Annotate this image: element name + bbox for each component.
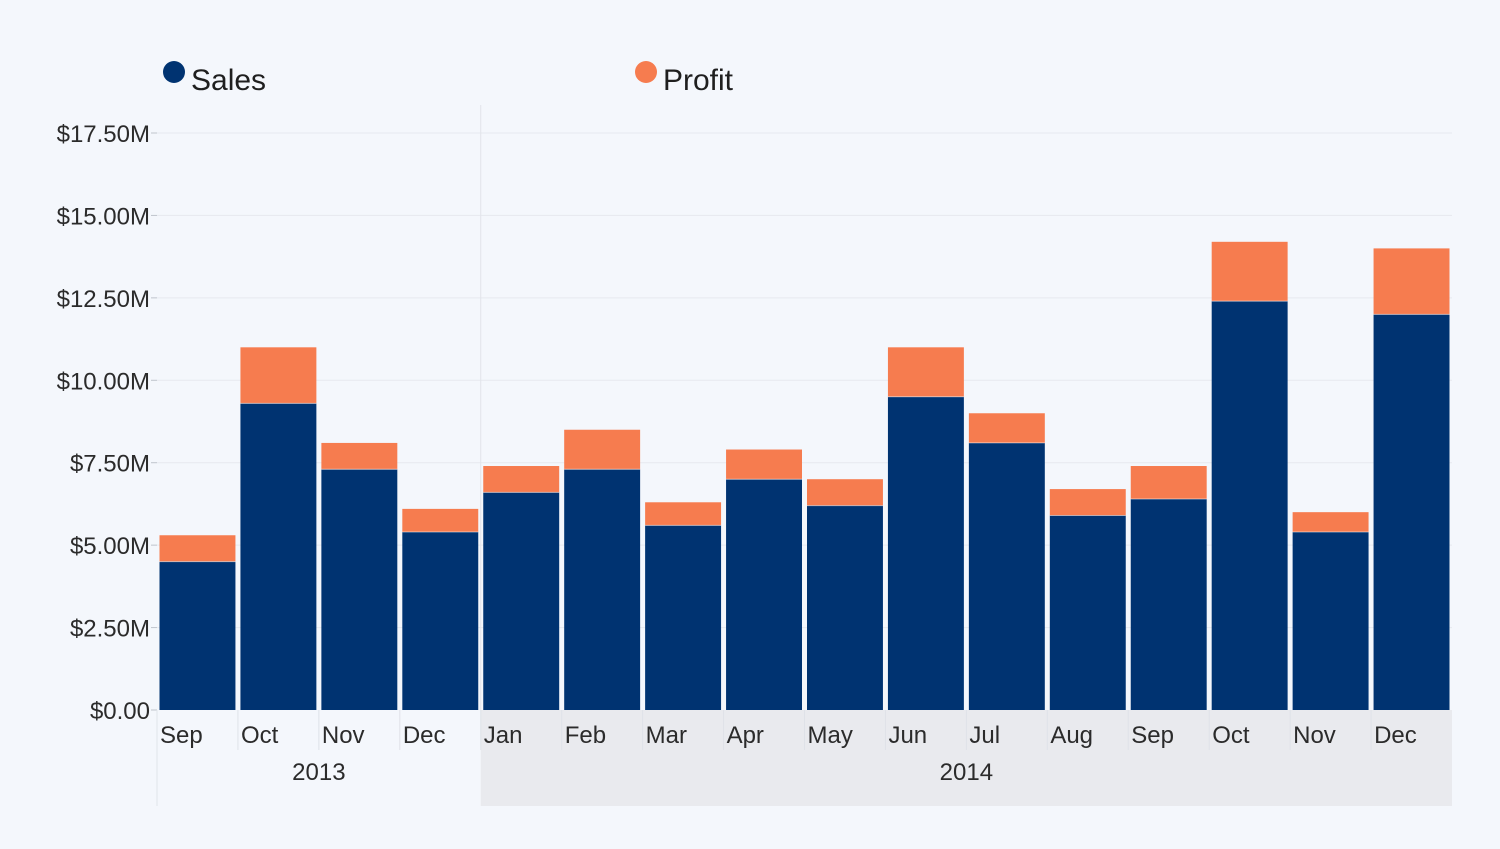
bar-profit[interactable] — [159, 535, 236, 562]
x-tick-label: Oct — [1212, 722, 1250, 749]
x-tick-label: Sep — [160, 722, 203, 749]
x-tick-label: Jun — [888, 722, 927, 749]
bar-sales[interactable] — [968, 442, 1045, 710]
y-tick-label: $2.50M — [70, 616, 150, 643]
bar-profit[interactable] — [887, 347, 964, 397]
bar-profit[interactable] — [726, 449, 802, 480]
legend-item[interactable]: Sales — [163, 61, 266, 97]
bar-sales[interactable] — [1211, 301, 1288, 710]
legend: Sales Profit — [163, 61, 734, 97]
bar-sales[interactable] — [402, 531, 479, 710]
y-tick-label: $12.50M — [57, 286, 150, 313]
bar-profit[interactable] — [564, 429, 641, 470]
x-tick-label: Nov — [322, 722, 365, 749]
x-tick-label: May — [808, 722, 853, 749]
bar-sales[interactable] — [321, 469, 398, 710]
bar-sales[interactable] — [807, 505, 883, 710]
legend-item[interactable]: Profit — [635, 61, 734, 97]
bar-profit[interactable] — [1049, 489, 1126, 516]
bar-sales[interactable] — [564, 469, 641, 710]
bar-profit[interactable] — [402, 508, 479, 532]
year-label: 2013 — [292, 759, 345, 786]
legend-marker — [635, 61, 657, 83]
bar-sales[interactable] — [159, 561, 236, 710]
x-tick-label: Jan — [484, 722, 523, 749]
x-tick-label: Dec — [1374, 722, 1417, 749]
y-tick-label: $5.00M — [70, 533, 150, 560]
bar-sales[interactable] — [645, 525, 722, 710]
y-tick-label: $7.50M — [70, 451, 150, 478]
bar-profit[interactable] — [645, 502, 722, 526]
bar-profit[interactable] — [807, 479, 883, 506]
x-tick-label: Nov — [1293, 722, 1336, 749]
bar-profit[interactable] — [968, 413, 1045, 443]
x-tick-label: Aug — [1050, 722, 1093, 749]
bar-sales[interactable] — [1130, 498, 1207, 710]
bar-profit[interactable] — [1373, 248, 1450, 315]
bar-sales[interactable] — [887, 396, 964, 710]
bar-sales[interactable] — [483, 492, 560, 710]
y-axis: $0.00 $2.50M $5.00M $7.50M $10.00M $12.50M $15… — [57, 121, 157, 725]
x-axis: Sep Oct Nov Dec Jan Feb Mar Apr May Jun Jul Aug Sep O… — [156, 710, 1417, 806]
x-tick-label: Mar — [646, 722, 687, 749]
bar-sales[interactable] — [1292, 531, 1369, 710]
bar-profit[interactable] — [1211, 241, 1288, 302]
year-label: 2014 — [940, 759, 993, 786]
bar-profit[interactable] — [240, 347, 317, 404]
bar-profit[interactable] — [321, 442, 398, 470]
x-tick-label: Oct — [241, 722, 279, 749]
bar-sales[interactable] — [1049, 515, 1126, 710]
y-tick-label: $15.00M — [57, 203, 150, 230]
x-tick-label: Jul — [969, 722, 1000, 749]
bar-sales[interactable] — [726, 479, 802, 710]
bar-sales[interactable] — [240, 403, 317, 710]
bar-profit[interactable] — [483, 466, 560, 493]
legend-label: Sales — [191, 64, 266, 97]
bars — [159, 241, 1450, 710]
x-tick-label: Sep — [1131, 722, 1174, 749]
x-tick-label: Feb — [565, 722, 606, 749]
bar-profit[interactable] — [1130, 466, 1207, 499]
bar-profit[interactable] — [1292, 512, 1369, 532]
legend-marker — [163, 61, 185, 83]
x-tick-label: Dec — [403, 722, 446, 749]
x-tick-label: Apr — [727, 722, 764, 749]
y-tick-label: $0.00 — [90, 698, 150, 725]
bar-sales[interactable] — [1373, 314, 1450, 710]
y-tick-label: $17.50M — [57, 121, 150, 148]
legend-label: Profit — [663, 64, 734, 97]
y-tick-label: $10.00M — [57, 368, 150, 395]
